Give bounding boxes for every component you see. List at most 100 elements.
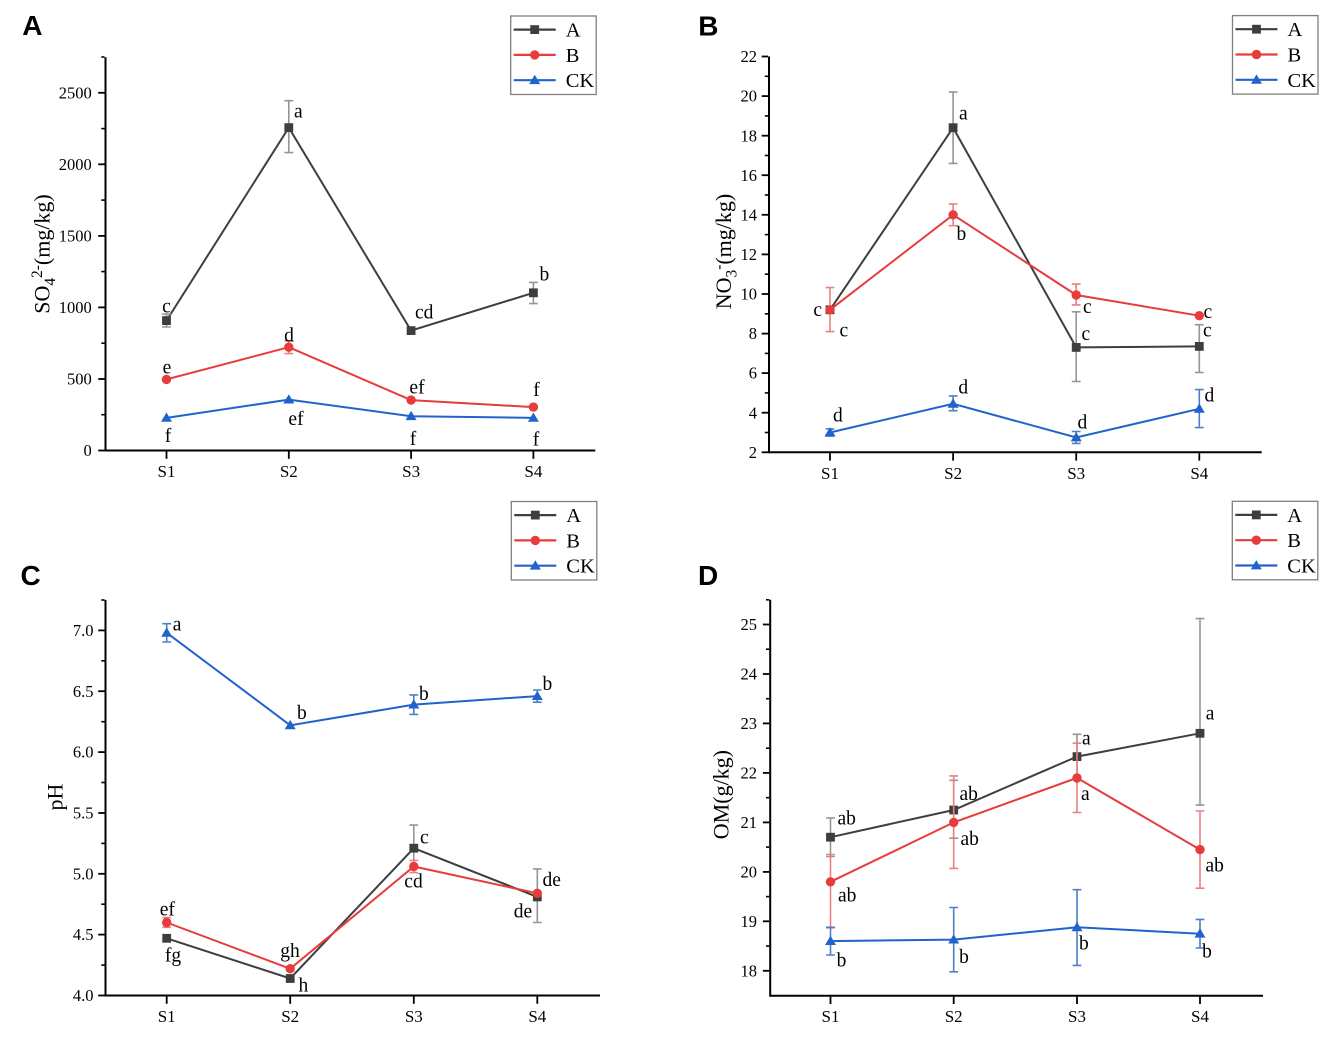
svg-text:5.5: 5.5 <box>73 804 94 823</box>
svg-text:6.0: 6.0 <box>73 743 94 762</box>
svg-text:ef: ef <box>288 409 304 430</box>
svg-text:4.0: 4.0 <box>73 986 94 1005</box>
svg-text:A: A <box>1288 19 1303 41</box>
svg-text:16: 16 <box>741 166 758 185</box>
svg-text:4: 4 <box>749 403 757 422</box>
svg-text:S3: S3 <box>1068 1007 1086 1026</box>
svg-text:19: 19 <box>741 912 758 931</box>
svg-text:b: b <box>959 947 969 968</box>
svg-text:6.5: 6.5 <box>73 682 94 701</box>
svg-text:f: f <box>410 429 417 450</box>
svg-text:18: 18 <box>741 961 758 980</box>
svg-text:CK: CK <box>1288 70 1317 92</box>
svg-text:f: f <box>165 426 172 447</box>
svg-text:S4: S4 <box>1190 464 1208 483</box>
svg-text:c: c <box>1203 321 1212 342</box>
svg-text:a: a <box>1081 784 1090 805</box>
svg-text:ab: ab <box>838 809 856 830</box>
svg-text:cd: cd <box>404 872 423 893</box>
svg-text:ab: ab <box>1206 856 1224 877</box>
svg-text:d: d <box>1205 386 1215 407</box>
svg-text:ef: ef <box>160 900 176 921</box>
svg-text:fg: fg <box>165 946 181 967</box>
svg-text:8: 8 <box>749 324 757 343</box>
svg-text:10: 10 <box>741 285 758 304</box>
svg-text:c: c <box>813 300 822 321</box>
svg-text:b: b <box>957 224 967 245</box>
svg-text:S3: S3 <box>405 1007 423 1026</box>
svg-text:S1: S1 <box>158 462 176 481</box>
svg-text:4.5: 4.5 <box>73 925 94 944</box>
svg-text:gh: gh <box>280 941 300 962</box>
svg-text:b: b <box>837 951 847 972</box>
svg-text:6: 6 <box>749 364 757 383</box>
svg-text:a: a <box>959 104 968 125</box>
svg-text:12: 12 <box>741 245 758 264</box>
svg-text:0: 0 <box>84 441 92 460</box>
svg-text:S1: S1 <box>821 464 839 483</box>
svg-text:22: 22 <box>741 764 758 783</box>
svg-text:A: A <box>566 505 581 527</box>
svg-text:c: c <box>1204 302 1213 323</box>
svg-text:1000: 1000 <box>59 298 92 317</box>
svg-text:b: b <box>543 674 553 695</box>
svg-text:18: 18 <box>741 126 758 145</box>
svg-text:B: B <box>1288 45 1302 67</box>
svg-text:f: f <box>533 430 540 451</box>
svg-text:2000: 2000 <box>59 155 92 174</box>
svg-text:f: f <box>533 380 540 401</box>
svg-text:c: c <box>162 297 171 318</box>
svg-text:S4: S4 <box>524 462 542 481</box>
svg-text:5.0: 5.0 <box>73 864 94 883</box>
svg-text:S1: S1 <box>822 1007 840 1026</box>
svg-text:c: c <box>840 321 849 342</box>
svg-text:CK: CK <box>566 70 595 92</box>
svg-text:b: b <box>1079 934 1089 955</box>
svg-text:23: 23 <box>741 714 758 733</box>
svg-text:ab: ab <box>838 886 856 907</box>
svg-text:d: d <box>958 377 968 398</box>
svg-text:B: B <box>698 10 718 41</box>
svg-text:c: c <box>1083 297 1092 318</box>
svg-text:B: B <box>566 530 580 552</box>
svg-text:d: d <box>1078 412 1088 433</box>
svg-text:S2: S2 <box>944 464 962 483</box>
svg-text:25: 25 <box>741 615 758 634</box>
svg-text:NO3-(mg/kg): NO3-(mg/kg) <box>711 194 741 310</box>
svg-text:2: 2 <box>749 443 757 462</box>
svg-text:e: e <box>163 358 172 379</box>
svg-text:S1: S1 <box>158 1007 176 1026</box>
svg-text:500: 500 <box>67 370 92 389</box>
svg-text:a: a <box>1206 704 1215 725</box>
svg-text:cd: cd <box>415 303 434 324</box>
svg-text:b: b <box>297 703 307 724</box>
svg-text:h: h <box>299 976 309 997</box>
svg-text:C: C <box>21 560 41 591</box>
svg-text:a: a <box>294 102 303 123</box>
svg-text:OM(g/kg): OM(g/kg) <box>709 750 734 839</box>
svg-text:d: d <box>284 326 294 347</box>
svg-text:ab: ab <box>961 829 979 850</box>
svg-text:20: 20 <box>741 87 758 106</box>
svg-text:A: A <box>22 10 42 41</box>
svg-text:de: de <box>543 870 561 891</box>
svg-text:b: b <box>1202 942 1212 963</box>
svg-text:ab: ab <box>960 784 978 805</box>
svg-text:S4: S4 <box>528 1007 546 1026</box>
svg-text:S4: S4 <box>1191 1007 1209 1026</box>
svg-text:21: 21 <box>741 813 758 832</box>
svg-text:CK: CK <box>566 556 595 578</box>
svg-text:a: a <box>1082 729 1091 750</box>
svg-text:22: 22 <box>741 47 758 66</box>
svg-text:B: B <box>566 45 580 67</box>
svg-text:20: 20 <box>741 863 758 882</box>
svg-text:de: de <box>514 902 532 923</box>
svg-text:1500: 1500 <box>59 227 92 246</box>
svg-text:c: c <box>420 828 429 849</box>
svg-text:2500: 2500 <box>59 83 92 102</box>
svg-text:a: a <box>173 615 182 636</box>
svg-text:A: A <box>566 20 581 42</box>
svg-text:S2: S2 <box>281 1007 299 1026</box>
svg-text:ef: ef <box>409 378 425 399</box>
svg-text:24: 24 <box>741 665 758 684</box>
